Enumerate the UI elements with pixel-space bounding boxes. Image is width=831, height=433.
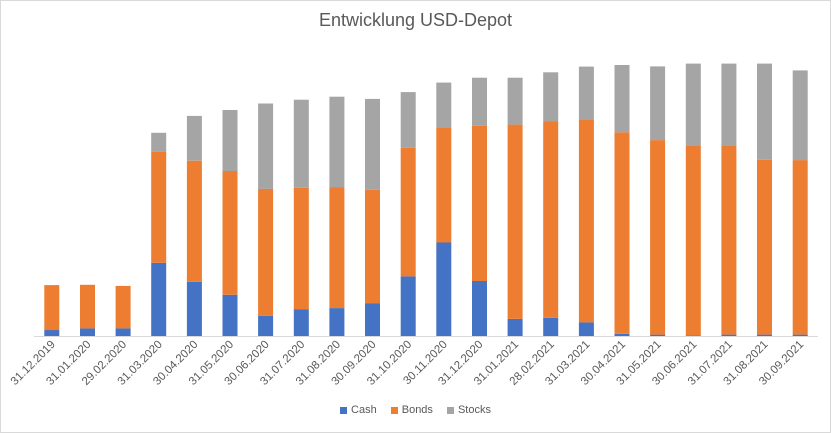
bar-bonds-18 — [685, 146, 701, 336]
bar-bonds-20 — [757, 159, 772, 335]
bar-cash-15 — [578, 322, 594, 336]
bar-bonds-21 — [792, 160, 808, 335]
bar-cash-14 — [543, 317, 559, 336]
bar-bonds-17 — [650, 140, 666, 335]
bar-stocks-10 — [400, 92, 416, 148]
bar-bonds-16 — [614, 132, 630, 334]
legend-label-cash: Cash — [351, 404, 377, 416]
bar-cash-5 — [222, 294, 238, 336]
bar-cash-21 — [792, 334, 808, 336]
legend-label-stocks: Stocks — [457, 404, 491, 416]
bar-stocks-14 — [543, 72, 559, 122]
bar-cash-4 — [186, 281, 202, 336]
bar-stocks-20 — [757, 63, 772, 160]
chart-title: Entwicklung USD-Depot — [318, 10, 513, 30]
bar-cash-18 — [685, 335, 701, 336]
bar-bonds-12 — [472, 125, 487, 281]
bar-bonds-0 — [44, 285, 60, 331]
bar-cash-8 — [329, 308, 345, 336]
bar-stocks-9 — [365, 98, 380, 190]
bar-bonds-19 — [721, 146, 737, 335]
bar-bonds-1 — [80, 284, 95, 329]
bar-cash-0 — [44, 330, 60, 336]
bar-bonds-8 — [329, 187, 345, 309]
bar-cash-13 — [507, 318, 523, 336]
bar-bonds-14 — [543, 121, 559, 318]
bar-stocks-3 — [151, 132, 167, 152]
bar-stocks-8 — [329, 96, 345, 188]
bar-bonds-13 — [507, 124, 523, 319]
bar-stocks-21 — [792, 70, 808, 161]
legend-label-bonds: Bonds — [401, 404, 433, 416]
bar-cash-16 — [614, 333, 630, 336]
legend-swatch-stocks — [446, 406, 454, 414]
bar-stocks-19 — [721, 63, 737, 146]
bar-cash-2 — [115, 328, 131, 336]
bar-bonds-2 — [115, 285, 131, 329]
legend-item-stocks: Stocks — [446, 404, 491, 416]
bar-stocks-17 — [650, 66, 666, 141]
bar-bonds-3 — [151, 151, 167, 263]
bar-cash-12 — [472, 281, 487, 336]
bar-cash-19 — [721, 334, 737, 336]
bar-stocks-5 — [222, 110, 238, 171]
bar-bonds-5 — [222, 171, 238, 295]
legend-swatch-bonds — [390, 406, 398, 414]
bar-cash-6 — [258, 315, 274, 336]
legend-item-bonds: Bonds — [390, 404, 433, 416]
bar-bonds-10 — [400, 147, 416, 277]
bar-cash-7 — [293, 309, 309, 336]
bar-stocks-15 — [578, 66, 594, 120]
bar-stocks-13 — [507, 77, 523, 125]
bar-cash-11 — [436, 242, 452, 336]
bar-cash-9 — [365, 303, 380, 336]
bar-stocks-6 — [258, 103, 274, 189]
bar-cash-20 — [757, 334, 772, 336]
bar-bonds-6 — [258, 188, 274, 316]
bar-bonds-11 — [436, 127, 452, 243]
bar-stocks-18 — [685, 63, 701, 146]
bar-stocks-4 — [186, 115, 202, 161]
bar-cash-10 — [400, 276, 416, 336]
bar-bonds-7 — [293, 187, 309, 310]
bar-stocks-7 — [293, 99, 309, 188]
bar-cash-1 — [80, 328, 95, 336]
bar-cash-3 — [151, 262, 167, 336]
bar-stocks-16 — [614, 65, 630, 133]
bar-bonds-4 — [186, 160, 202, 282]
legend-item-cash: Cash — [340, 404, 377, 416]
bar-stocks-12 — [472, 77, 487, 126]
bar-bonds-9 — [365, 189, 380, 304]
bar-bonds-15 — [578, 120, 594, 323]
bar-cash-17 — [650, 334, 666, 336]
legend-swatch-cash — [340, 406, 348, 414]
bar-stocks-11 — [436, 82, 452, 128]
legend: Cash Bonds Stocks — [0, 404, 831, 416]
